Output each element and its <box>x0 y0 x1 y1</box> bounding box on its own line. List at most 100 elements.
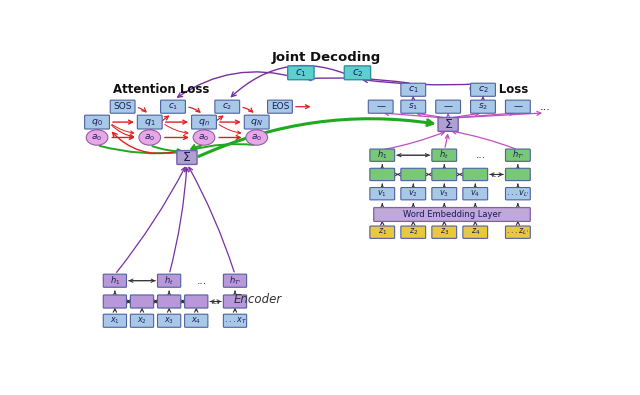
FancyBboxPatch shape <box>191 115 216 129</box>
FancyArrowPatch shape <box>178 72 297 97</box>
FancyArrowPatch shape <box>112 124 134 134</box>
Text: $x_3$: $x_3$ <box>164 316 174 326</box>
FancyArrowPatch shape <box>192 144 254 151</box>
Text: Attention Loss: Attention Loss <box>113 83 209 96</box>
FancyBboxPatch shape <box>401 100 426 113</box>
FancyBboxPatch shape <box>131 295 154 308</box>
Text: $h_{T^\prime}$: $h_{T^\prime}$ <box>511 149 524 162</box>
FancyArrowPatch shape <box>189 107 200 112</box>
FancyArrowPatch shape <box>516 204 520 208</box>
FancyArrowPatch shape <box>219 135 240 139</box>
FancyArrowPatch shape <box>219 124 241 134</box>
FancyBboxPatch shape <box>157 314 180 327</box>
Text: ...: ... <box>211 297 221 307</box>
Text: Word Embedding Layer: Word Embedding Layer <box>403 210 501 219</box>
Text: $q_1$: $q_1$ <box>144 117 156 128</box>
Text: $...v_{L^\prime}$: $...v_{L^\prime}$ <box>506 188 530 199</box>
Text: Joint Decoding: Joint Decoding <box>272 51 381 64</box>
Text: $z_2$: $z_2$ <box>408 227 418 237</box>
Text: $c_1$: $c_1$ <box>168 102 178 112</box>
FancyArrowPatch shape <box>100 146 182 155</box>
FancyArrowPatch shape <box>199 119 433 156</box>
FancyArrowPatch shape <box>154 300 157 303</box>
Text: CTC Loss: CTC Loss <box>469 83 528 96</box>
FancyArrowPatch shape <box>363 78 479 85</box>
FancyBboxPatch shape <box>370 168 395 181</box>
FancyBboxPatch shape <box>103 314 127 327</box>
FancyArrowPatch shape <box>443 204 446 208</box>
FancyArrowPatch shape <box>153 116 168 127</box>
FancyArrowPatch shape <box>202 124 206 129</box>
FancyArrowPatch shape <box>385 111 445 118</box>
FancyArrowPatch shape <box>113 291 116 295</box>
FancyArrowPatch shape <box>412 222 415 225</box>
Text: —: — <box>444 102 452 111</box>
FancyBboxPatch shape <box>432 226 457 238</box>
Text: $a_0$: $a_0$ <box>92 132 102 143</box>
Text: $h_1$: $h_1$ <box>109 275 120 287</box>
FancyBboxPatch shape <box>470 83 495 96</box>
FancyArrowPatch shape <box>451 112 479 118</box>
Ellipse shape <box>139 130 161 145</box>
Text: —: — <box>513 102 522 111</box>
FancyArrowPatch shape <box>426 173 429 176</box>
FancyBboxPatch shape <box>84 115 109 129</box>
Text: $x_4$: $x_4$ <box>191 316 202 326</box>
FancyArrowPatch shape <box>397 154 430 157</box>
FancyArrowPatch shape <box>211 300 221 303</box>
Text: $a_0$: $a_0$ <box>198 132 209 143</box>
FancyArrowPatch shape <box>170 168 188 272</box>
FancyArrowPatch shape <box>152 146 182 154</box>
FancyArrowPatch shape <box>97 129 102 134</box>
Text: $z_4$: $z_4$ <box>470 227 480 237</box>
Text: $v_4$: $v_4$ <box>470 188 480 199</box>
FancyArrowPatch shape <box>451 111 514 118</box>
Text: $\Sigma$: $\Sigma$ <box>182 151 191 164</box>
FancyArrowPatch shape <box>95 124 99 129</box>
FancyArrowPatch shape <box>234 291 237 295</box>
FancyBboxPatch shape <box>401 188 426 200</box>
FancyArrowPatch shape <box>112 135 133 139</box>
FancyArrowPatch shape <box>443 184 446 188</box>
FancyBboxPatch shape <box>470 100 495 113</box>
FancyArrowPatch shape <box>474 204 477 208</box>
FancyBboxPatch shape <box>368 100 393 113</box>
FancyBboxPatch shape <box>438 117 458 131</box>
FancyBboxPatch shape <box>506 100 531 113</box>
Text: $v_3$: $v_3$ <box>439 188 449 199</box>
FancyArrowPatch shape <box>129 279 154 282</box>
FancyArrowPatch shape <box>397 154 429 157</box>
FancyBboxPatch shape <box>157 274 180 287</box>
FancyArrowPatch shape <box>111 125 134 138</box>
Text: $c_2$: $c_2$ <box>477 85 488 95</box>
Ellipse shape <box>86 130 108 145</box>
FancyBboxPatch shape <box>157 295 180 308</box>
FancyBboxPatch shape <box>374 207 531 222</box>
FancyBboxPatch shape <box>184 295 208 308</box>
FancyArrowPatch shape <box>127 300 130 303</box>
FancyArrowPatch shape <box>397 173 401 176</box>
FancyArrowPatch shape <box>195 309 198 312</box>
Text: $x_2$: $x_2$ <box>137 316 147 326</box>
FancyBboxPatch shape <box>103 295 127 308</box>
FancyArrowPatch shape <box>460 173 463 176</box>
FancyArrowPatch shape <box>456 173 460 176</box>
Text: $c_2$: $c_2$ <box>351 67 364 79</box>
FancyBboxPatch shape <box>506 168 531 181</box>
FancyArrowPatch shape <box>154 300 157 303</box>
Text: $h_1$: $h_1$ <box>377 149 387 162</box>
FancyArrowPatch shape <box>394 173 397 176</box>
Text: $q_0$: $q_0$ <box>91 117 103 128</box>
FancyArrowPatch shape <box>181 300 184 303</box>
FancyArrowPatch shape <box>296 105 309 109</box>
FancyArrowPatch shape <box>451 111 541 118</box>
FancyArrowPatch shape <box>232 66 354 97</box>
FancyArrowPatch shape <box>491 173 504 176</box>
FancyBboxPatch shape <box>161 100 186 113</box>
Text: ...: ... <box>540 102 550 112</box>
FancyArrowPatch shape <box>165 124 188 134</box>
Text: $s_1$: $s_1$ <box>408 102 419 112</box>
FancyBboxPatch shape <box>215 100 239 113</box>
FancyBboxPatch shape <box>288 66 314 80</box>
FancyBboxPatch shape <box>436 100 461 113</box>
